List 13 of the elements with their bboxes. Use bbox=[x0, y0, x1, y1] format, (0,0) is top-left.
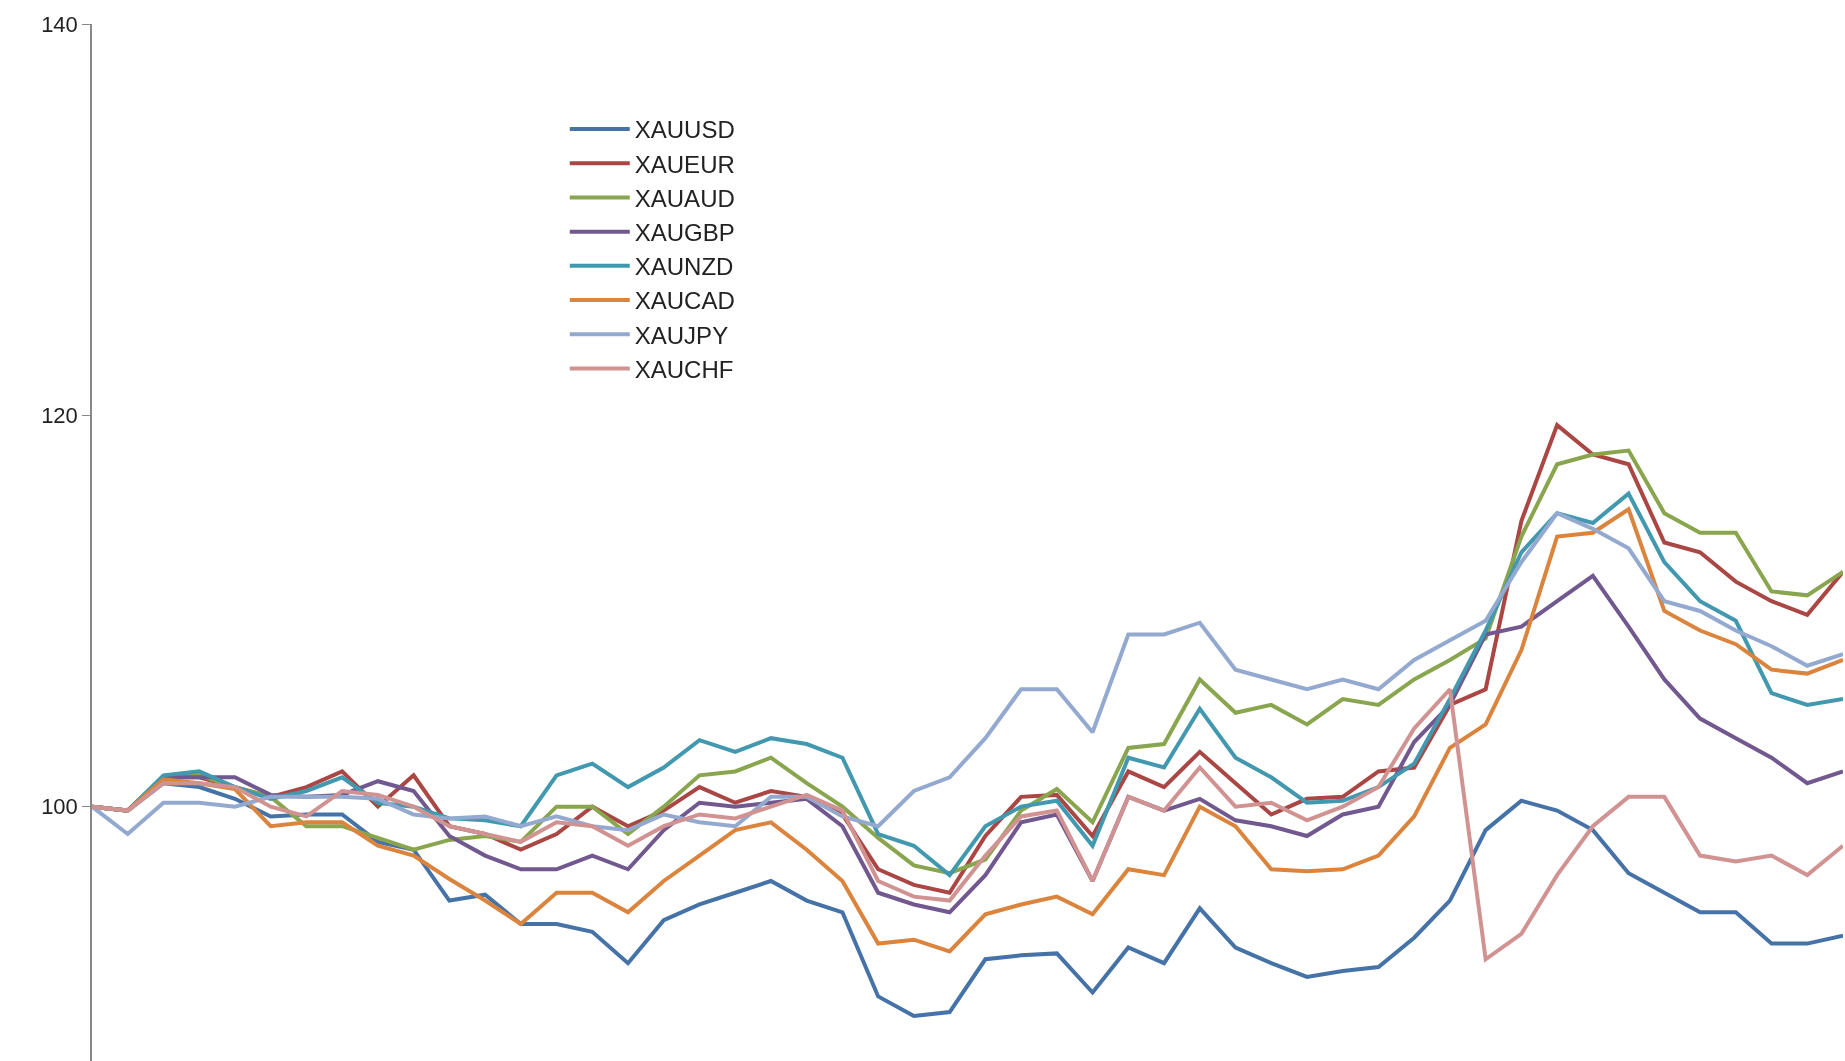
line-series bbox=[92, 511, 1843, 837]
y-tick-label: 140 bbox=[41, 11, 78, 37]
legend-label: XAUUSD bbox=[634, 116, 735, 144]
legend-label: XAUCAD bbox=[634, 287, 735, 315]
legend-label: XAUEUR bbox=[634, 150, 735, 178]
legend-label: XAUCHF bbox=[634, 355, 734, 383]
legend-label: XAUNZD bbox=[634, 253, 734, 281]
y-tick-label: 100 bbox=[41, 794, 78, 820]
y-tick-label: 120 bbox=[41, 403, 78, 429]
legend-label: XAUGBP bbox=[634, 219, 735, 247]
legend-label: XAUJPY bbox=[634, 321, 729, 349]
legend-label: XAUAUD bbox=[634, 184, 735, 212]
line-series bbox=[92, 687, 1843, 962]
